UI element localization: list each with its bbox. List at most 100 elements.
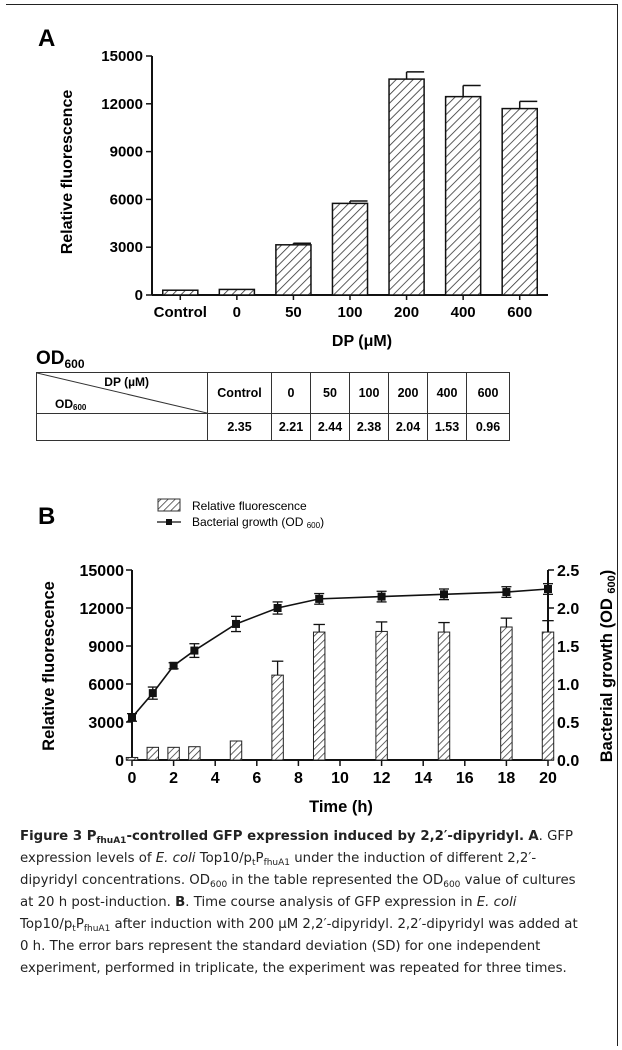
fluorescence-bar xyxy=(146,746,160,761)
caption-a-text1: . GFP expression levels of xyxy=(20,829,574,866)
x-tick-label: 4 xyxy=(211,770,220,787)
y2-tick-label: 2.5 xyxy=(557,563,579,580)
caption-a-P: P xyxy=(255,851,264,866)
bar xyxy=(388,78,425,296)
corner-diagonal xyxy=(37,373,207,413)
table-cell: 2.44 xyxy=(310,413,350,441)
chart-b-xlabel: Time (h) xyxy=(309,798,373,816)
x-tick-label: 14 xyxy=(414,770,432,787)
y-tick-label: 12000 xyxy=(101,96,143,113)
bar xyxy=(161,289,199,296)
legend-growth-end: ) xyxy=(320,515,324,529)
corner-bottom-label: OD600 xyxy=(55,397,86,412)
fluorescence-bar xyxy=(229,740,243,761)
fluorescence-bar xyxy=(500,626,513,761)
y-tick-label: 12000 xyxy=(80,601,125,618)
legend-growth-sub: 600 xyxy=(307,521,321,530)
caption-b-letter: B xyxy=(175,895,186,910)
legend-label-growth: Bacterial growth (OD 600) xyxy=(192,515,324,530)
chart-a-xlabel: DP (μM) xyxy=(332,333,392,350)
x-tick-label: 16 xyxy=(456,770,474,787)
growth-point xyxy=(315,594,324,603)
table-col-header: 200 xyxy=(388,372,428,414)
figure-frame xyxy=(6,4,618,1046)
chart-a: A Relative fluorescence DP (μM) 0 3000 600… xyxy=(38,25,548,350)
y2-tick-label: 0.0 xyxy=(557,753,579,770)
x-tick-label: 100 xyxy=(337,304,362,321)
fluorescence-bar xyxy=(375,630,388,761)
caption-b-text3: after induction with 200 μM 2,2′-dipyrid… xyxy=(20,917,578,976)
legend-label-fluorescence: Relative fluorescence xyxy=(192,499,307,513)
growth-point xyxy=(377,592,386,601)
caption-a-fhua1: fhuA1 xyxy=(263,858,291,868)
growth-point xyxy=(232,619,240,628)
bar xyxy=(444,95,482,296)
corner-bottom-main: OD xyxy=(55,397,73,411)
x-tick-label: 400 xyxy=(451,304,476,321)
y-tick-label: 0 xyxy=(135,287,143,304)
caption-b-text2: Top10/p xyxy=(20,917,73,932)
table-cell: 0.96 xyxy=(466,413,510,441)
x-tick-label: 10 xyxy=(331,770,349,787)
fluorescence-bar xyxy=(167,746,180,761)
caption-a-letter: A xyxy=(528,829,539,844)
bar xyxy=(501,107,539,296)
caption-title-lead: Figure 3 P xyxy=(20,829,97,844)
od600-table-corner: DP (µM) OD600 xyxy=(36,372,208,414)
table-col-header: 0 xyxy=(271,372,311,414)
x-tick-label: 6 xyxy=(252,770,261,787)
y-tick-label: 15000 xyxy=(80,563,125,580)
caption-a-text4: in the table represented the OD xyxy=(227,873,444,888)
od600-table: DP (µM) OD600 Control 0 50 100 200 400 6… xyxy=(36,372,510,441)
od600-table-header-row: DP (µM) OD600 Control 0 50 100 200 400 6… xyxy=(36,372,510,414)
growth-point xyxy=(148,689,157,698)
x-tick-label: 2 xyxy=(169,770,178,787)
fluorescence-bar xyxy=(271,674,284,761)
caption-title-sub: fhuA1 xyxy=(96,836,127,846)
y2label-end: ) xyxy=(598,570,616,576)
table-cell: 2.04 xyxy=(388,413,428,441)
caption-b-fhua1: fhuA1 xyxy=(83,924,111,934)
fluorescence-bar xyxy=(541,631,555,761)
growth-point xyxy=(190,646,199,655)
fluorescence-bar xyxy=(188,746,201,761)
growth-point xyxy=(440,590,448,599)
bar xyxy=(275,244,312,296)
chart-b-ylabel: Relative fluorescence xyxy=(40,581,58,751)
table-col-header: 600 xyxy=(466,372,510,414)
y2-tick-label: 2.0 xyxy=(557,601,579,618)
caption-title: Figure 3 PfhuA1-controlled GFP expressio… xyxy=(20,829,525,846)
od600-label-main: OD xyxy=(36,348,65,369)
x-tick-label: 20 xyxy=(539,770,557,787)
y-tick-label: 3000 xyxy=(88,715,124,732)
caption-title-rest: -controlled GFP expression induced by 2,… xyxy=(126,829,525,844)
caption-a-text3: under the induction of different 2,2′-di… xyxy=(20,851,537,888)
x-tick-label: 8 xyxy=(294,770,303,787)
chart-b-y2label: Bacterial growth (OD 600) xyxy=(598,570,618,763)
caption-a-text5: value of cultures at 20 h post-induction… xyxy=(20,873,576,910)
y2-tick-label: 0.5 xyxy=(557,715,579,732)
x-tick-label: Control xyxy=(154,304,207,321)
table-cell: 1.53 xyxy=(427,413,467,441)
x-tick-label: 18 xyxy=(498,770,516,787)
growth-point xyxy=(169,661,178,670)
legend-growth-main: Bacterial growth (OD xyxy=(192,515,307,529)
fluorescence-bar xyxy=(125,756,139,761)
caption-a-text2: Top10/p xyxy=(195,851,252,866)
figure-caption: Figure 3 PfhuA1-controlled GFP expressio… xyxy=(20,826,590,980)
x-tick-label: 12 xyxy=(373,770,391,787)
x-tick-label: 0 xyxy=(128,770,137,787)
y-tick-label: 0 xyxy=(115,753,124,770)
caption-a-ecoli: E. coli xyxy=(155,851,196,866)
table-col-header: 400 xyxy=(427,372,467,414)
y2label-sub: 600 xyxy=(606,575,618,593)
y-tick-label: 3000 xyxy=(110,239,143,256)
caption-b-text1: . Time course analysis of GFP expression… xyxy=(185,895,477,910)
x-tick-label: 200 xyxy=(394,304,419,321)
y-tick-label: 6000 xyxy=(88,677,124,694)
legend-swatch-fluorescence xyxy=(157,498,181,512)
x-tick-label: 0 xyxy=(233,304,241,321)
caption-b-ecoli: E. coli xyxy=(476,895,517,910)
y-tick-label: 9000 xyxy=(88,639,124,656)
caption-a-sub600a: 600 xyxy=(210,880,228,890)
